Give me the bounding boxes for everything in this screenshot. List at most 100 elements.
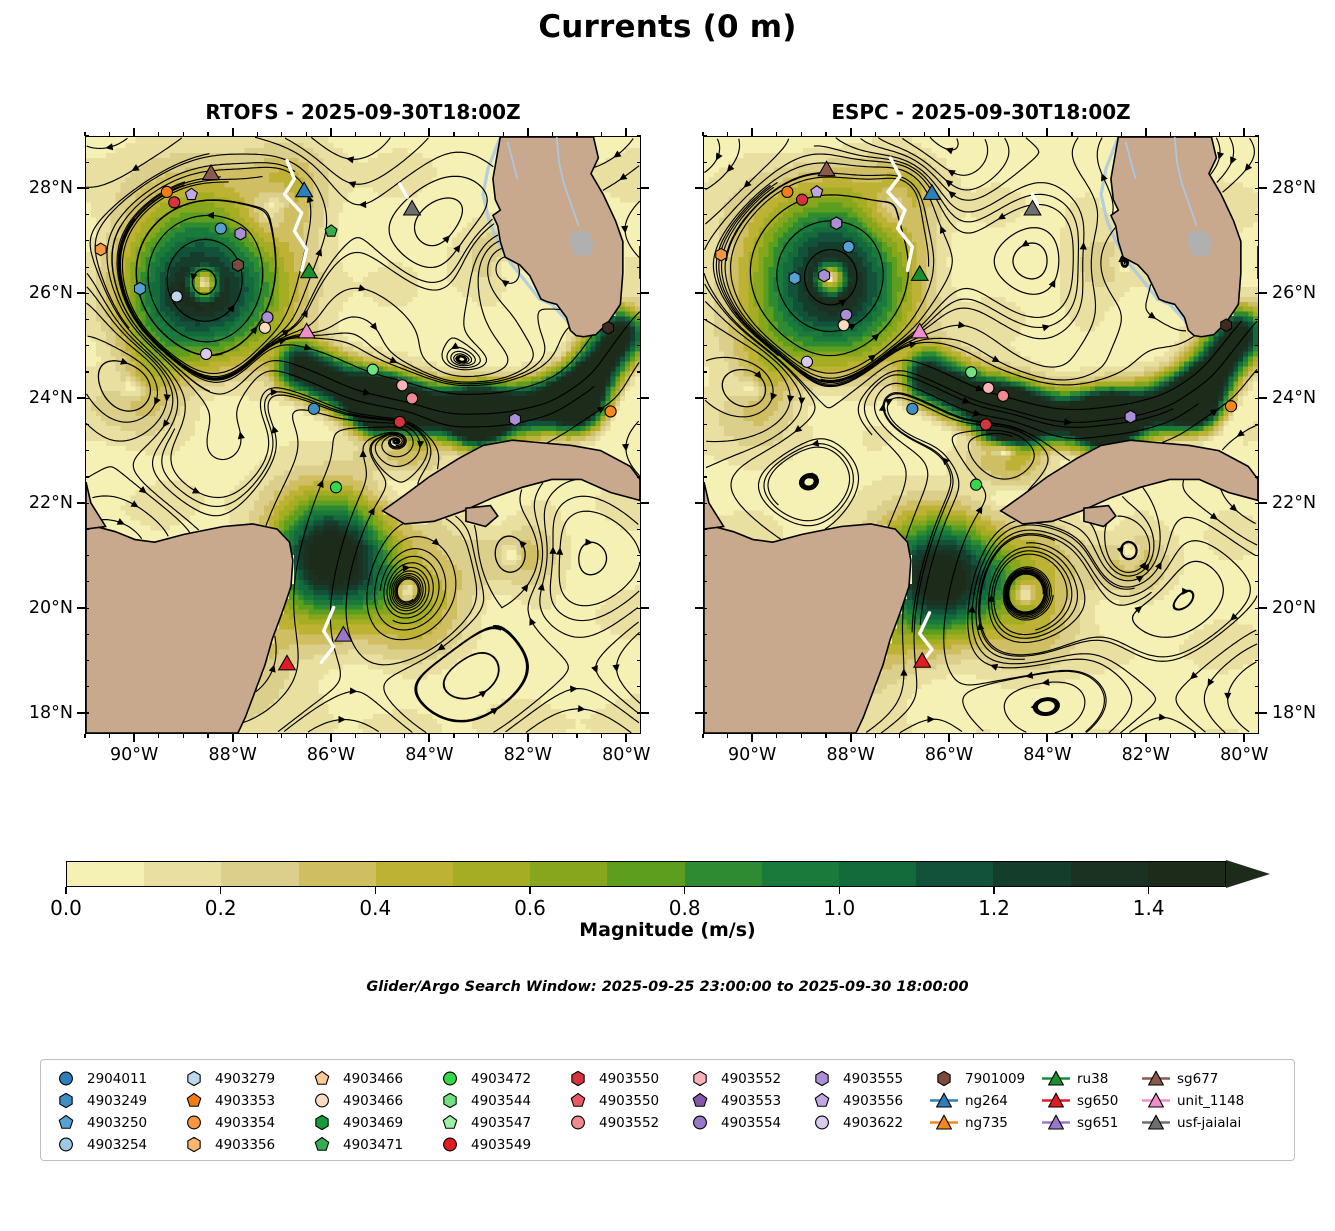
argo-float-marker-icon [51, 1134, 81, 1155]
legend-entry-label: 4903622 [837, 1115, 903, 1131]
axis-label-longitude: 88°W [826, 745, 874, 765]
axis-minor-tick-y [85, 187, 89, 190]
legend-entry[interactable]: 4903354 [179, 1112, 307, 1133]
axis-minor-tick-x [158, 132, 160, 136]
axis-minor-tick-x [1120, 132, 1122, 136]
legend-entry[interactable]: 4903254 [51, 1134, 179, 1155]
argo-float-marker-icon [307, 1090, 337, 1111]
axis-major-tick-x [1144, 734, 1147, 742]
legend-entry[interactable]: ng735 [929, 1112, 1041, 1133]
legend-entry[interactable]: 4903547 [435, 1112, 563, 1133]
axis-minor-tick-y [85, 318, 89, 321]
axis-minor-tick-y [637, 607, 641, 609]
legend-entry[interactable]: ng264 [929, 1090, 1041, 1111]
axis-minor-tick-y [85, 528, 89, 530]
legend-entry[interactable]: 4903622 [807, 1112, 929, 1133]
axis-label-longitude: 80°W [1220, 745, 1268, 765]
legend-entry-label: 7901009 [959, 1071, 1025, 1087]
legend-entry-label: 4903554 [715, 1115, 781, 1131]
legend-entry[interactable]: 4903356 [179, 1134, 307, 1155]
legend-entry[interactable]: 4903544 [435, 1090, 563, 1111]
legend-column-1: 4903279 4903353 4903354 4903356 [179, 1068, 307, 1155]
axis-major-tick-x [625, 128, 628, 136]
axis-minor-tick-y [1255, 240, 1259, 242]
axis-minor-tick-y [637, 371, 641, 373]
platform-marker [261, 311, 274, 324]
legend-entry-label: 4903356 [209, 1137, 275, 1153]
legend-entry[interactable]: 4903552 [563, 1112, 685, 1133]
platform-marker [299, 262, 319, 279]
axis-minor-tick-x [874, 132, 876, 136]
axis-minor-tick-y [85, 292, 89, 294]
axis-major-tick-y [1259, 712, 1267, 715]
legend-entry[interactable]: usf-jaialai [1141, 1112, 1269, 1133]
axis-minor-tick-x [899, 734, 901, 738]
glider-marker-icon [1041, 1112, 1071, 1133]
legend-entry[interactable]: ru38 [1041, 1068, 1141, 1089]
legend-entry[interactable]: 4903552 [685, 1068, 807, 1089]
axis-major-tick-x [625, 734, 628, 742]
axis-minor-tick-x [1219, 132, 1221, 136]
axis-label-longitude: 90°W [728, 745, 776, 765]
axis-minor-tick-y [703, 161, 707, 163]
colorbar-band-5 [453, 862, 531, 886]
colorbar-band-7 [607, 862, 685, 886]
colorbar-tick-label: 0.0 [50, 896, 82, 920]
argo-float-marker-icon [685, 1068, 715, 1089]
axis-major-tick-x [1046, 734, 1049, 742]
axis-major-tick-x [849, 734, 852, 742]
axis-minor-tick-y [637, 659, 641, 662]
legend-entry[interactable]: sg677 [1141, 1068, 1269, 1089]
legend-entry[interactable]: 4903353 [179, 1090, 307, 1111]
legend-entry[interactable]: 4903555 [807, 1068, 929, 1089]
legend-entry[interactable]: 4903550 [563, 1090, 685, 1111]
platform-marker [214, 222, 227, 235]
map-panel-espc[interactable] [703, 136, 1259, 734]
legend-entry[interactable]: 4903469 [307, 1112, 435, 1133]
legend-entry[interactable]: 4903472 [435, 1068, 563, 1089]
legend-entry[interactable]: sg650 [1041, 1090, 1141, 1111]
map-panel-rtofs[interactable] [85, 136, 641, 734]
platform-marker [1220, 318, 1233, 333]
axis-minor-tick-x [256, 132, 258, 136]
platform-marker [258, 321, 272, 334]
legend-entry-label: ng264 [959, 1093, 1008, 1109]
legend-entry[interactable]: 4903466 [307, 1068, 435, 1089]
legend-entry[interactable]: 4903249 [51, 1090, 179, 1111]
axis-major-tick-x [330, 734, 333, 742]
legend-entry[interactable]: unit_1148 [1141, 1090, 1269, 1111]
axis-major-tick-y [77, 292, 85, 295]
legend-entry[interactable]: 4903556 [807, 1090, 929, 1111]
platform-marker [366, 363, 379, 376]
legend-entry[interactable]: 4903553 [685, 1090, 807, 1111]
legend-entry[interactable]: 4903250 [51, 1112, 179, 1133]
axis-minor-tick-x [207, 734, 209, 738]
legend-entry-label: 4903469 [337, 1115, 403, 1131]
platform-marker [982, 381, 995, 395]
colorbar-band-4 [375, 862, 454, 886]
platform-markers [94, 163, 617, 671]
colorbar-gradient [66, 861, 1226, 887]
axis-minor-tick-y [85, 633, 89, 635]
platform-marker [509, 412, 521, 427]
legend-entry[interactable]: 4903554 [685, 1112, 807, 1133]
legend-entry[interactable]: sg651 [1041, 1112, 1141, 1133]
legend-entry[interactable]: 7901009 [929, 1068, 1041, 1089]
axis-major-tick-x [1046, 128, 1049, 136]
axis-minor-tick-y [637, 633, 641, 635]
legend-entry[interactable]: 4903279 [179, 1068, 307, 1089]
legend-entry[interactable]: 4903549 [435, 1134, 563, 1155]
axis-minor-tick-x [1071, 734, 1073, 738]
map-svg [704, 137, 1258, 733]
legend-entry-label: usf-jaialai [1171, 1115, 1241, 1131]
legend-entry[interactable]: 4903471 [307, 1134, 435, 1155]
legend-entry[interactable]: 4903550 [563, 1068, 685, 1089]
legend-entry[interactable]: 2904011 [51, 1068, 179, 1089]
legend-entry[interactable]: 4903466 [307, 1090, 435, 1111]
legend-column-0: 2904011 4903249 4903250 4903254 [51, 1068, 179, 1155]
axis-label-longitude: 84°W [405, 745, 453, 765]
axis-major-tick-x [428, 734, 431, 742]
platform-marker [788, 271, 801, 286]
axis-minor-tick-y [1255, 528, 1259, 530]
